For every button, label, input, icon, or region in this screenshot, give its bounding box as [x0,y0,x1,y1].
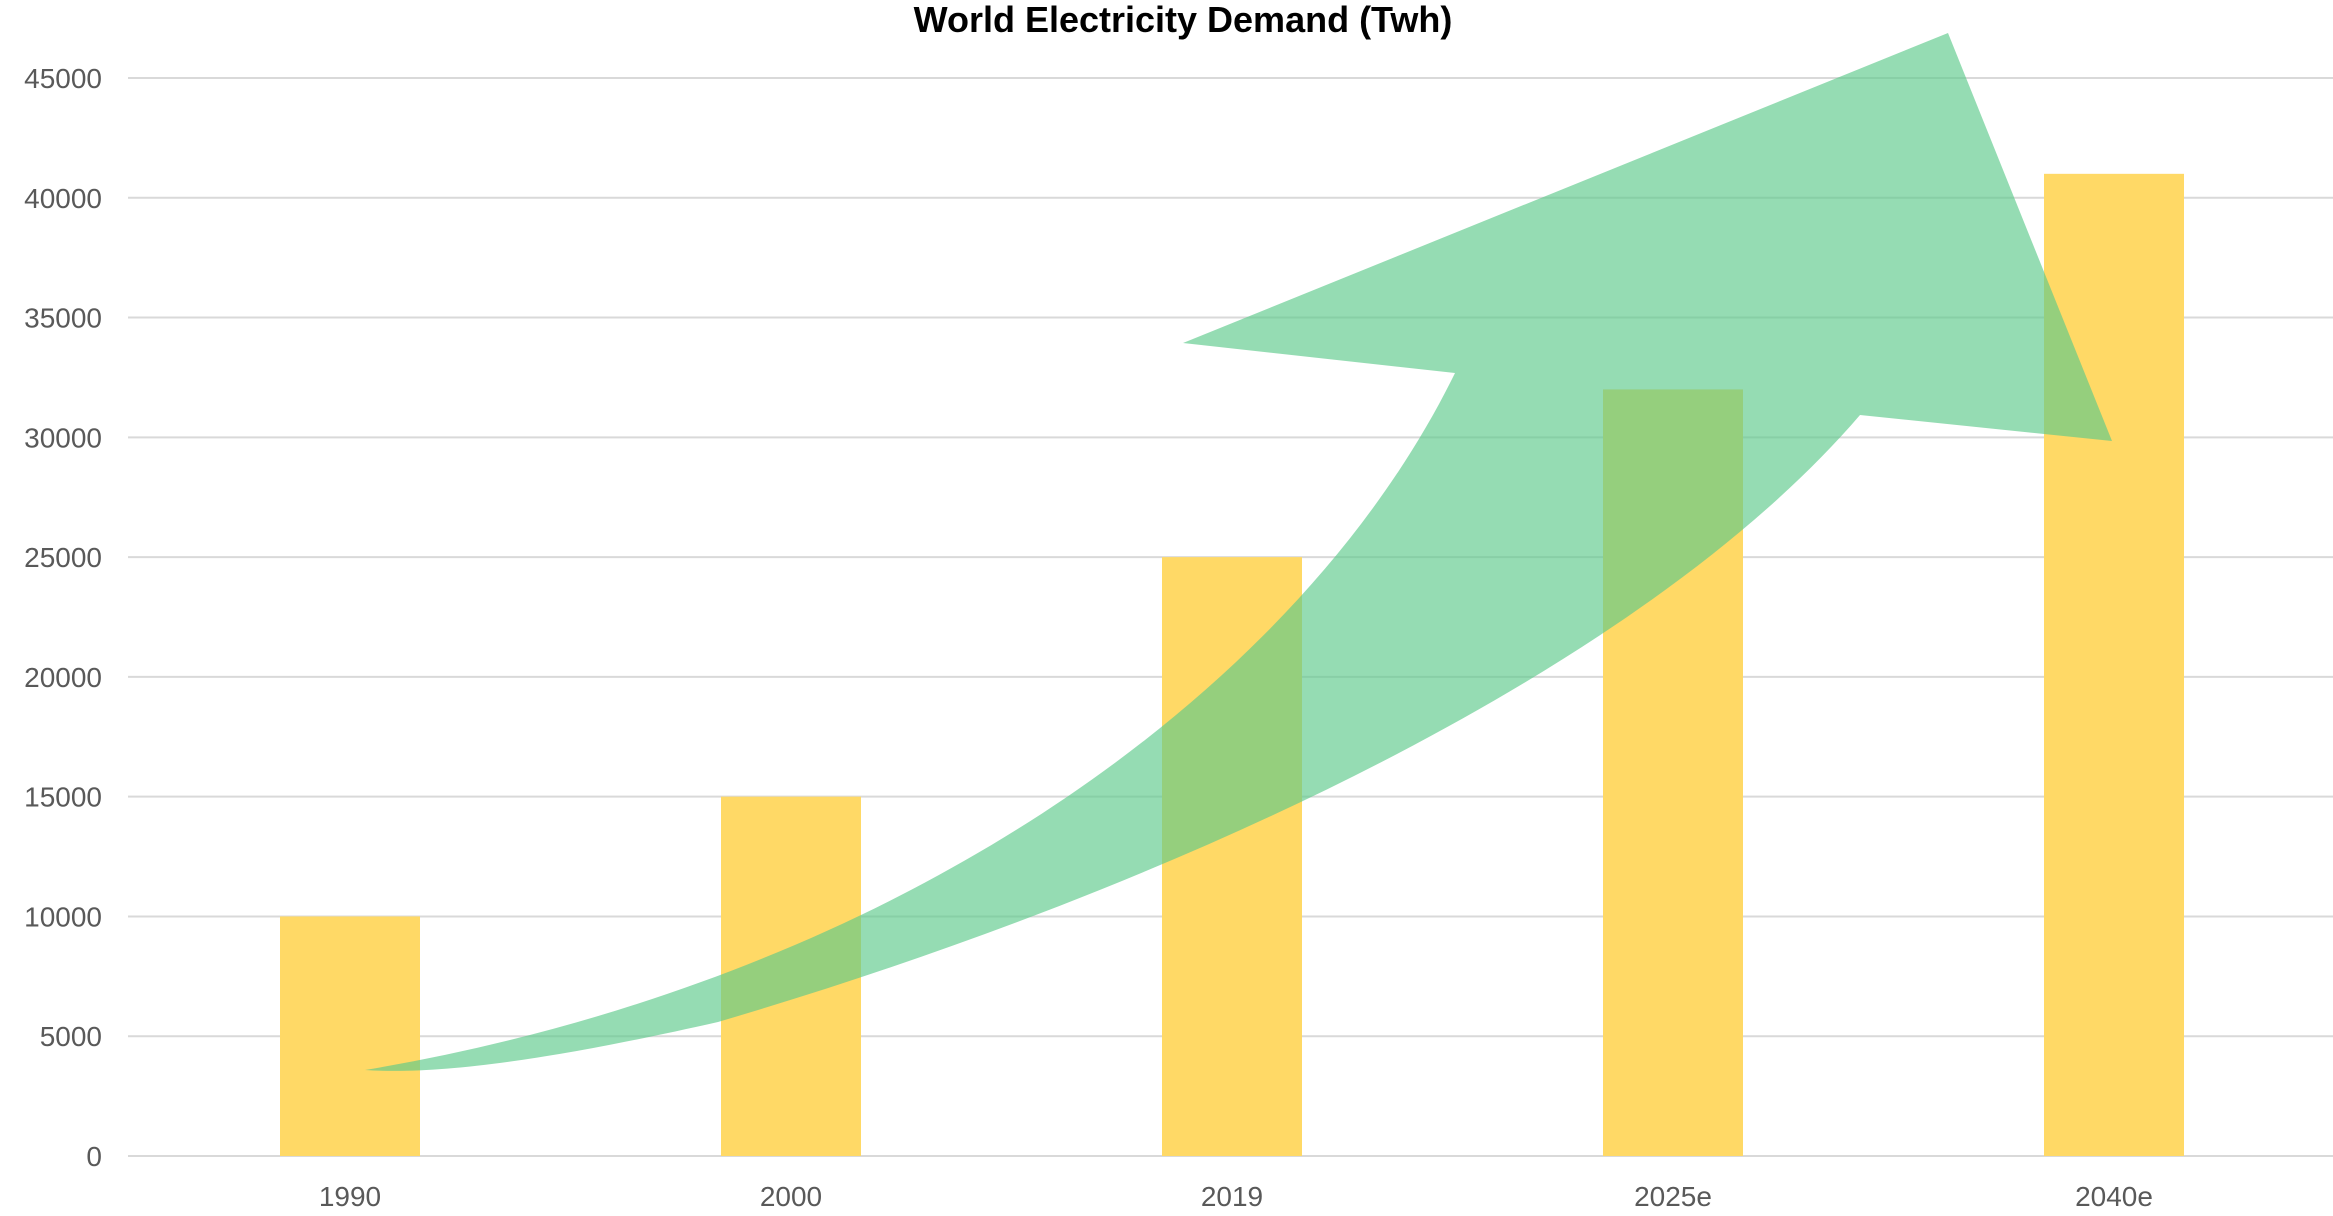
x-axis-ticks: 1990 2000 2019 2025e 2040e [319,1181,2153,1212]
bar-1990 [280,916,420,1156]
y-tick-label: 10000 [24,901,102,932]
y-tick-label: 20000 [24,662,102,693]
bar-2040e [2044,173,2184,1157]
y-tick-label: 35000 [24,303,102,334]
trend-arrow [365,33,2112,1071]
y-tick-label: 40000 [24,183,102,214]
x-tick-label: 2019 [1201,1181,1263,1212]
x-tick-label: 2025e [1634,1181,1712,1212]
y-axis-ticks: 0 5000 10000 15000 20000 25000 30000 35000 40000… [24,63,102,1172]
x-tick-label: 2000 [760,1181,822,1212]
x-tick-label: 2040e [2075,1181,2153,1212]
y-tick-label: 0 [86,1141,102,1172]
y-tick-label: 25000 [24,542,102,573]
y-tick-label: 30000 [24,422,102,453]
x-tick-label: 1990 [319,1181,381,1212]
y-tick-label: 5000 [40,1021,102,1052]
y-tick-label: 15000 [24,782,102,813]
y-tick-label: 45000 [24,63,102,94]
chart-title: World Electricity Demand (Twh) [914,0,1453,40]
